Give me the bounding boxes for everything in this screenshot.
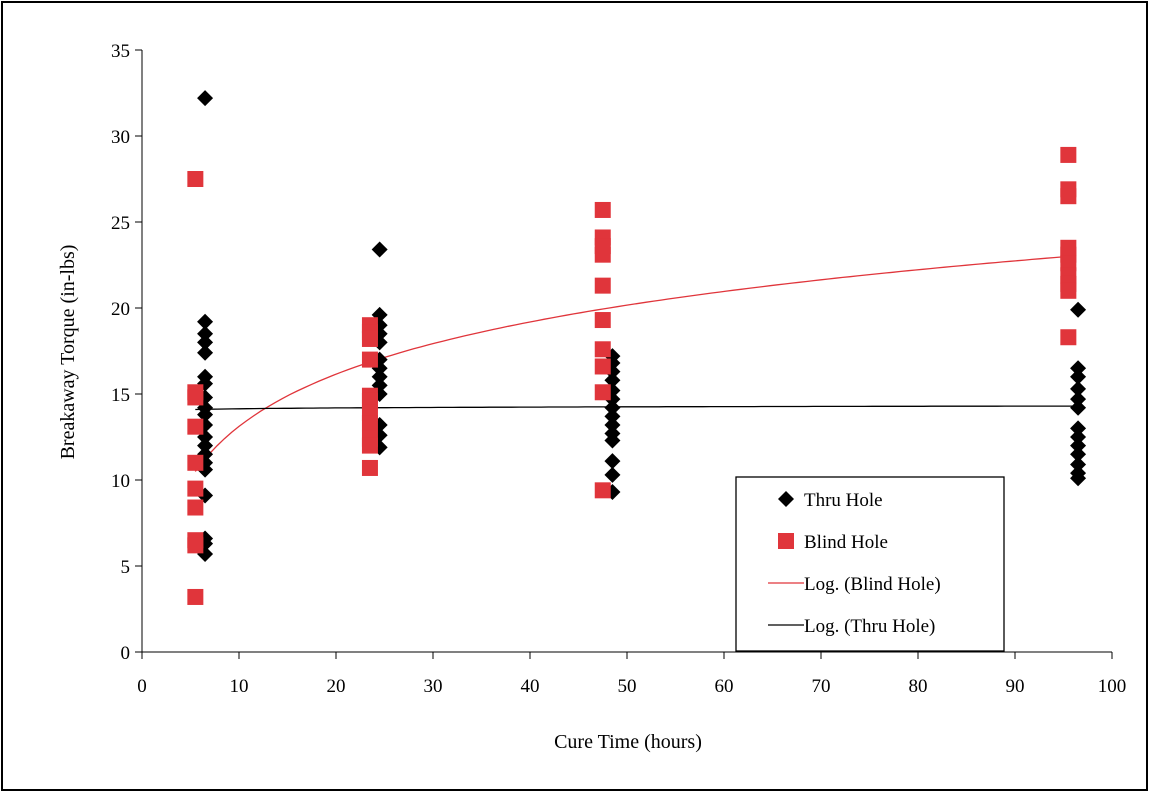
blind-hole-point: [361, 392, 378, 409]
thru-hole-point: [604, 399, 621, 416]
blind-hole-point: [187, 588, 204, 605]
thru-hole-point: [371, 241, 388, 258]
blind-hole-point: [1060, 146, 1077, 163]
thru-hole-point: [197, 437, 214, 454]
blind-hole-point: [594, 312, 611, 329]
trendline-log-thru-hole: [195, 405, 1079, 411]
y-tick-label: 5: [121, 557, 131, 578]
y-tick-label: 25: [111, 213, 130, 234]
blind-hole-point: [1060, 255, 1077, 272]
blind-hole-point: [187, 454, 204, 471]
thru-hole-point: [1070, 380, 1087, 397]
legend-label: Thru Hole: [804, 490, 883, 511]
thru-hole-point: [604, 453, 621, 470]
blind-hole-point: [594, 341, 611, 358]
thru-hole-point: [197, 334, 214, 351]
x-tick-label: 20: [327, 676, 346, 697]
y-tick-label: 15: [111, 385, 130, 406]
y-tick-label: 0: [121, 643, 131, 664]
trendline-log-blind-hole: [194, 255, 1069, 472]
x-tick-label: 10: [230, 676, 249, 697]
blind-hole-point: [594, 246, 611, 263]
x-axis-title: Cure Time (hours): [554, 731, 702, 753]
blind-hole-point: [1060, 282, 1077, 299]
x-tick-label: 40: [521, 676, 540, 697]
y-tick-label: 20: [111, 299, 130, 320]
blind-hole-point: [187, 418, 204, 435]
thru-hole-point: [197, 325, 214, 342]
legend-label: Log. (Thru Hole): [804, 616, 935, 637]
x-tick-label: 70: [812, 676, 831, 697]
blind-hole-point: [361, 437, 378, 454]
thru-hole-point: [1070, 368, 1087, 385]
blind-hole-point: [187, 171, 204, 187]
blind-hole-point: [594, 384, 611, 401]
blind-hole-point: [187, 499, 204, 516]
blind-hole-point: [187, 389, 204, 406]
thru-hole-point: [1070, 360, 1087, 377]
x-tick-label: 30: [424, 676, 443, 697]
blind-hole-point: [187, 480, 204, 497]
thru-hole-point: [604, 372, 621, 389]
blind-hole-point: [361, 459, 378, 476]
blind-hole-point: [594, 358, 611, 375]
thru-hole-point: [197, 313, 214, 330]
y-tick-label: 30: [111, 127, 130, 148]
thru-hole-point: [604, 466, 621, 483]
x-tick-label: 80: [909, 676, 928, 697]
blind-hole-point: [1060, 329, 1077, 346]
y-axis-title: Breakaway Torque (in-lbs): [57, 245, 79, 460]
y-tick-label: 10: [111, 471, 130, 492]
x-tick-label: 100: [1098, 676, 1127, 697]
blind-hole-point: [594, 201, 611, 218]
thru-hole-point: [197, 344, 214, 361]
legend-box: [735, 476, 1005, 652]
thru-hole-point: [1070, 446, 1087, 463]
x-tick-label: 90: [1006, 676, 1025, 697]
blind-hole-point: [361, 415, 378, 432]
thru-hole-point: [604, 408, 621, 425]
blind-hole-point: [594, 277, 611, 294]
thru-hole-point: [1070, 399, 1087, 416]
thru-hole-point: [604, 416, 621, 433]
thru-hole-point: [1070, 391, 1087, 408]
thru-hole-point: [1070, 437, 1087, 454]
blind-hole-point: [1060, 188, 1077, 205]
thru-hole-point: [1070, 301, 1087, 318]
legend-label: Log. (Blind Hole): [804, 574, 941, 595]
x-tick-label: 60: [715, 676, 734, 697]
legend-square-icon: [778, 533, 794, 549]
thru-hole-point: [1070, 456, 1087, 473]
plot-area: 0 5 10 15 20 25 30 35 0 10 20 30 40 50 60 70 80 90 100 Thru…: [111, 41, 1126, 697]
blind-hole-point: [361, 351, 378, 368]
thru-hole-point: [371, 368, 388, 385]
thru-hole-point: [1070, 429, 1087, 445]
x-tick-label: 50: [618, 676, 637, 697]
thru-hole-point: [197, 90, 214, 107]
blind-hole-point: [361, 330, 378, 347]
legend-diamond-icon: [778, 491, 794, 507]
x-tick-label: 0: [137, 676, 147, 697]
legend-label: Blind Hole: [804, 532, 888, 553]
y-tick-label: 35: [111, 41, 130, 62]
thru-hole-point: [1070, 420, 1087, 437]
blind-hole-point: [594, 482, 611, 499]
thru-hole-point: [604, 432, 621, 449]
thru-hole-point: [197, 406, 214, 423]
thru-hole-point: [1070, 470, 1087, 487]
blind-hole-point: [187, 537, 204, 554]
